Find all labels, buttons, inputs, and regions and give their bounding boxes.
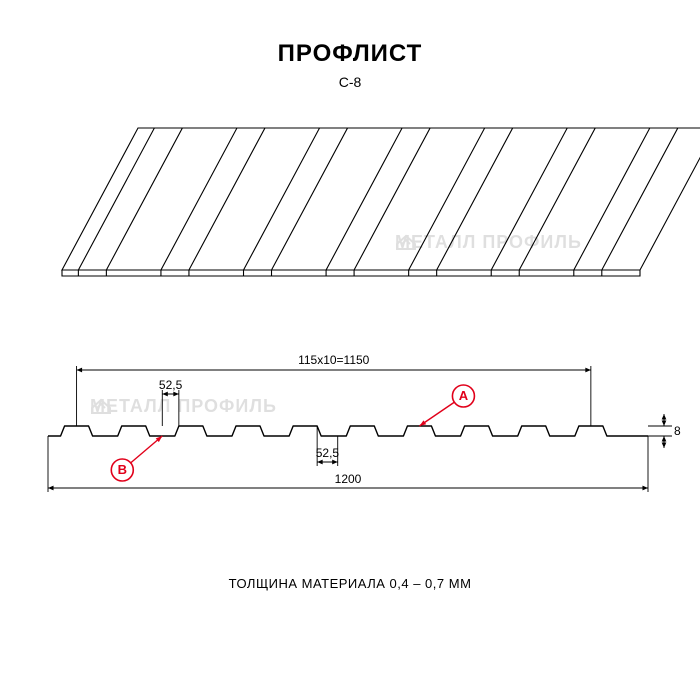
- svg-text:B: B: [118, 462, 127, 477]
- page-title: ПРОФЛИСТ: [0, 40, 700, 68]
- isometric-view: [0, 120, 700, 300]
- svg-text:52,5: 52,5: [159, 378, 183, 392]
- svg-text:8: 8: [674, 424, 681, 438]
- product-code: С-8: [0, 74, 700, 90]
- material-note: ТОЛЩИНА МАТЕРИАЛА 0,4 – 0,7 ММ: [0, 576, 700, 591]
- profile-section: 115х10=1150 52,5 52,5 1200 8 A B: [0, 340, 700, 510]
- svg-text:115х10=1150: 115х10=1150: [298, 353, 370, 367]
- svg-text:A: A: [459, 388, 469, 403]
- svg-text:1200: 1200: [335, 472, 362, 486]
- svg-text:52,5: 52,5: [316, 446, 340, 460]
